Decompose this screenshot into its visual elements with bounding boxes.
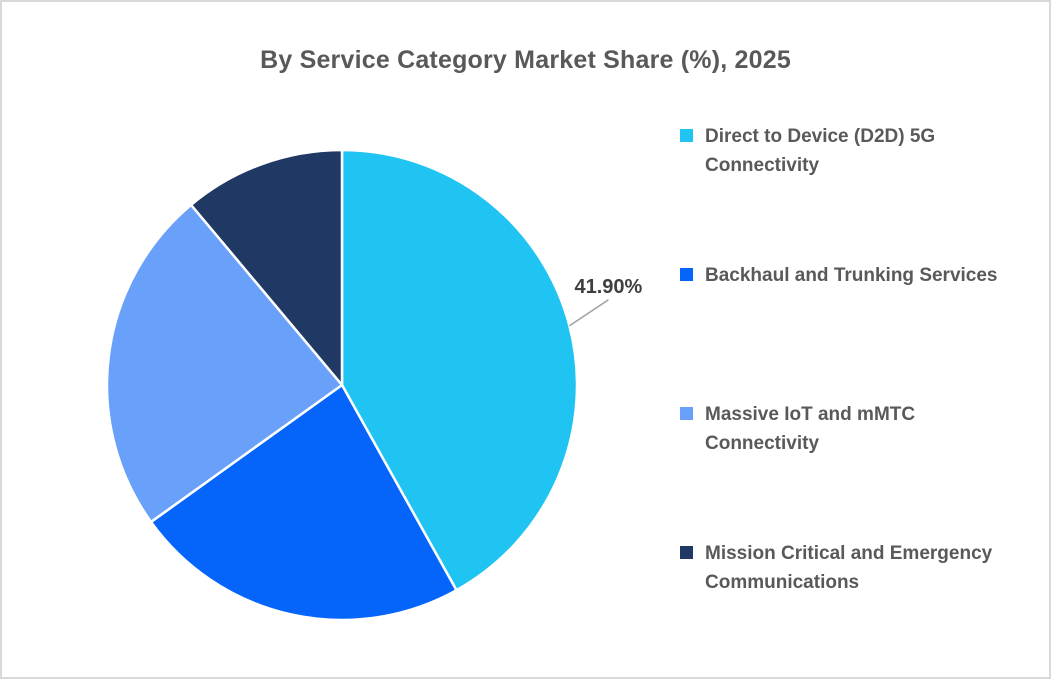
pie-slice [105, 203, 344, 524]
pie-slice [189, 148, 344, 387]
pie-slice [340, 148, 579, 592]
chart-title: By Service Category Market Share (%), 20… [260, 46, 791, 74]
pie-slice [149, 383, 458, 622]
label-leader-line [568, 299, 609, 327]
slice-data-label: 41.90% [574, 276, 642, 298]
